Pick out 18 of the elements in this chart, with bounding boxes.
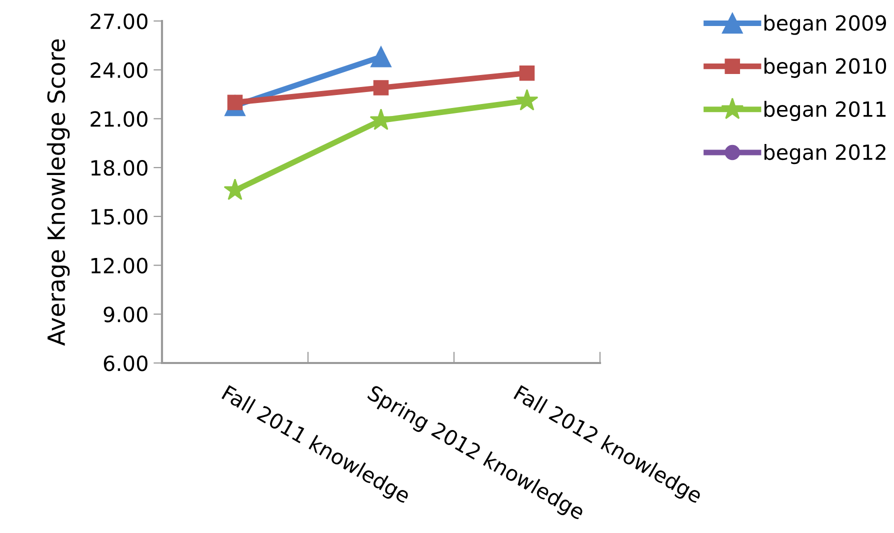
y-tick-label: 24.00 bbox=[90, 62, 148, 78]
legend-label: began 2009 bbox=[764, 14, 886, 35]
point bbox=[373, 80, 389, 96]
y-tick-label: 21.00 bbox=[90, 111, 148, 127]
point bbox=[516, 88, 538, 110]
y-tick-label: 27.00 bbox=[90, 13, 148, 30]
legend-label: began 2011 bbox=[764, 100, 886, 122]
y-tick-label: 12.00 bbox=[91, 258, 148, 274]
y-tick-label: 18.00 bbox=[91, 160, 148, 176]
y-tick-label: 15.00 bbox=[91, 208, 148, 225]
point bbox=[370, 108, 392, 130]
y-tick-label: 6.00 bbox=[104, 355, 148, 372]
y-axis-title: Average Knowledge Score bbox=[46, 39, 70, 346]
point bbox=[370, 46, 392, 68]
legend-label: began 2010 bbox=[764, 58, 886, 78]
point bbox=[519, 65, 535, 81]
legend-label: began 2012 bbox=[764, 144, 886, 164]
y-tick-label: 9.00 bbox=[104, 306, 148, 322]
